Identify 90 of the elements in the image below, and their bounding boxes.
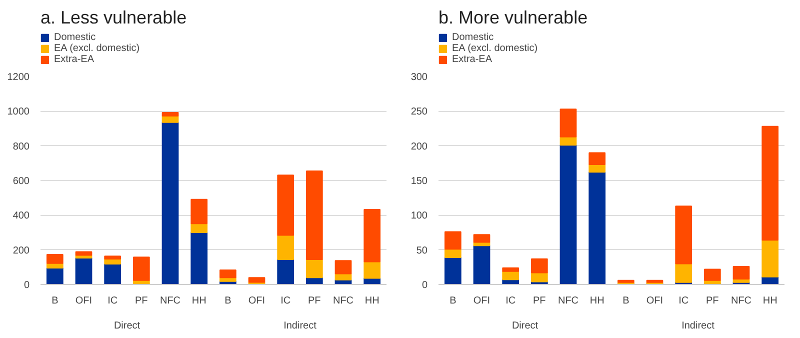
- y-tick-label: 250: [410, 106, 428, 118]
- bar: [560, 108, 577, 138]
- legend-label: Extra-EA: [452, 54, 492, 65]
- x-tick-label: IC: [108, 296, 118, 306]
- legend-label: Domestic: [54, 32, 96, 43]
- bar: [560, 144, 577, 284]
- bar: [190, 232, 208, 284]
- bar: [704, 268, 721, 281]
- bar: [762, 240, 779, 278]
- bar: [248, 277, 266, 283]
- bar: [588, 152, 606, 166]
- y-tick-label: 200: [12, 245, 30, 256]
- y-tick-label: 1200: [7, 72, 30, 83]
- bar: [444, 248, 462, 258]
- y-tick-label: 300: [410, 72, 428, 83]
- text: Indirect: [682, 320, 715, 332]
- text: Indirect: [284, 320, 317, 332]
- bar: [75, 257, 92, 284]
- bar: [675, 206, 692, 264]
- bar: [306, 259, 323, 278]
- x-tick-label: HH: [364, 296, 380, 306]
- y-tick-label: 400: [12, 210, 30, 222]
- legend-label: EA (excl. domestic): [452, 43, 538, 54]
- bar: [277, 259, 294, 284]
- x-tick-label: NFC: [730, 296, 752, 306]
- x-tick-label: NFC: [332, 296, 354, 306]
- x-tick-label: HH: [762, 296, 778, 306]
- bar: [444, 231, 462, 250]
- x-tick-label: IC: [678, 296, 689, 306]
- x-tick-label: OFI: [75, 296, 92, 306]
- bar: [104, 264, 122, 284]
- x-tick-label: PF: [533, 296, 546, 306]
- bar: [162, 122, 179, 284]
- x-tick-label: NFC: [558, 296, 579, 306]
- bar: [502, 267, 520, 272]
- y-tick-label: 600: [12, 176, 30, 187]
- bar: [190, 198, 208, 224]
- bar: [277, 234, 294, 260]
- x-tick-label: PF: [135, 296, 148, 306]
- bar: [334, 260, 352, 274]
- legend-label: Domestic: [452, 32, 494, 43]
- x-tick-label: OFI: [248, 296, 266, 306]
- bar: [104, 256, 122, 260]
- x-tick-label: OFI: [473, 296, 490, 306]
- chart-title: b. More vulnerable: [438, 8, 588, 28]
- bar: [732, 266, 750, 280]
- y-tick-label: 1000: [7, 106, 30, 118]
- bar: [219, 269, 236, 278]
- bar: [46, 254, 64, 264]
- bar: [190, 223, 208, 233]
- bar: [444, 256, 462, 284]
- x-tick-label: B: [224, 296, 232, 306]
- text: Direct: [114, 320, 140, 332]
- x-tick-label: OFI: [646, 296, 664, 306]
- bar: [364, 261, 381, 279]
- chart-title: a. Less vulnerable: [40, 8, 187, 28]
- x-tick-label: PF: [308, 296, 321, 306]
- x-tick-label: NFC: [160, 296, 181, 306]
- bar: [530, 258, 548, 274]
- text: Direct: [512, 320, 538, 332]
- x-tick-label: B: [52, 296, 59, 306]
- x-tick-label: IC: [280, 296, 291, 306]
- x-tick-label: PF: [706, 296, 719, 306]
- x-tick-label: IC: [506, 296, 516, 306]
- y-tick-label: 0: [24, 280, 30, 291]
- y-tick-label: 100: [410, 210, 428, 222]
- x-tick-label: HH: [192, 296, 206, 306]
- bar: [162, 112, 179, 117]
- y-tick-label: 150: [410, 176, 428, 187]
- bar: [75, 251, 92, 256]
- y-tick-label: 800: [12, 141, 30, 152]
- x-tick-label: B: [450, 296, 457, 306]
- bar: [132, 256, 150, 281]
- bar: [675, 263, 692, 283]
- x-tick-label: HH: [590, 296, 604, 306]
- bar: [762, 126, 779, 241]
- y-tick-label: 50: [416, 245, 428, 256]
- bar: [473, 245, 490, 284]
- bar: [306, 170, 323, 260]
- bar: [473, 234, 490, 243]
- bar: [588, 172, 606, 284]
- bar: [530, 272, 548, 282]
- bar: [46, 268, 64, 284]
- y-tick-label: 0: [422, 280, 428, 291]
- bar: [277, 174, 294, 236]
- x-tick-label: B: [622, 296, 630, 306]
- legend-label: Extra-EA: [54, 54, 94, 65]
- bar: [364, 208, 381, 262]
- y-tick-label: 200: [410, 141, 428, 152]
- legend-label: EA (excl. domestic): [54, 43, 140, 54]
